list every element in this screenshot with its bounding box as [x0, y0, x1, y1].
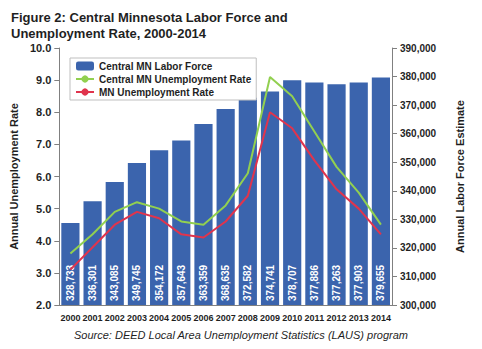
svg-text:Unemployment Rate, 2000-2014: Unemployment Rate, 2000-2014 — [11, 26, 207, 41]
svg-text:2012: 2012 — [327, 313, 347, 323]
svg-text:377,886: 377,886 — [309, 264, 320, 301]
svg-text:378,707: 378,707 — [287, 264, 298, 301]
svg-text:Annual Unemployment Rate: Annual Unemployment Rate — [8, 103, 20, 250]
svg-text:5.0: 5.0 — [36, 203, 51, 215]
svg-text:2000: 2000 — [60, 313, 80, 323]
svg-text:349,745: 349,745 — [131, 264, 142, 301]
svg-text:350,000: 350,000 — [400, 157, 437, 168]
svg-text:357,643: 357,643 — [176, 264, 187, 301]
svg-text:8.0: 8.0 — [36, 106, 51, 118]
svg-text:377,903: 377,903 — [353, 264, 364, 301]
svg-text:MN Unemployment Rate: MN Unemployment Rate — [99, 87, 214, 98]
svg-text:328,733: 328,733 — [65, 264, 76, 301]
svg-text:2013: 2013 — [349, 313, 369, 323]
svg-text:336,301: 336,301 — [87, 264, 98, 301]
svg-text:2010: 2010 — [282, 313, 302, 323]
svg-text:Annual Labor Force Estimate: Annual Labor Force Estimate — [454, 100, 466, 253]
svg-text:340,000: 340,000 — [400, 185, 437, 196]
svg-text:Source: DEED Local Area Unempl: Source: DEED Local Area Unemployment Sta… — [74, 329, 408, 341]
svg-text:2007: 2007 — [216, 313, 236, 323]
svg-text:310,000: 310,000 — [400, 271, 437, 282]
svg-text:9.0: 9.0 — [36, 74, 51, 86]
svg-text:6.0: 6.0 — [36, 171, 51, 183]
svg-text:2008: 2008 — [238, 313, 258, 323]
svg-text:Central MN Labor Force: Central MN Labor Force — [99, 61, 213, 72]
svg-text:Central MN Unemployment Rate: Central MN Unemployment Rate — [99, 74, 252, 85]
svg-text:380,000: 380,000 — [400, 71, 437, 82]
svg-text:3.0: 3.0 — [36, 267, 51, 279]
svg-text:320,000: 320,000 — [400, 242, 437, 253]
svg-text:330,000: 330,000 — [400, 214, 437, 225]
svg-text:Figure 2: Central Minnesota La: Figure 2: Central Minnesota Labor Force … — [11, 10, 291, 25]
svg-text:343,085: 343,085 — [109, 264, 120, 301]
svg-text:2009: 2009 — [260, 313, 280, 323]
svg-text:2002: 2002 — [105, 313, 125, 323]
svg-text:390,000: 390,000 — [400, 43, 437, 54]
svg-text:2001: 2001 — [83, 313, 103, 323]
svg-text:10.0: 10.0 — [30, 42, 51, 54]
svg-text:2005: 2005 — [171, 313, 191, 323]
svg-text:363,359: 363,359 — [198, 264, 209, 301]
svg-text:7.0: 7.0 — [36, 138, 51, 150]
svg-text:360,000: 360,000 — [400, 128, 437, 139]
svg-text:354,172: 354,172 — [154, 264, 165, 301]
svg-text:370,000: 370,000 — [400, 100, 437, 111]
svg-text:4.0: 4.0 — [36, 235, 51, 247]
svg-text:368,635: 368,635 — [220, 264, 231, 301]
svg-text:372,582: 372,582 — [242, 264, 253, 301]
svg-text:377,263: 377,263 — [331, 264, 342, 301]
svg-text:2004: 2004 — [149, 313, 169, 323]
svg-text:300,000: 300,000 — [400, 300, 437, 311]
svg-text:2003: 2003 — [127, 313, 147, 323]
svg-text:2.0: 2.0 — [36, 299, 51, 311]
svg-text:2006: 2006 — [193, 313, 213, 323]
svg-text:379,655: 379,655 — [375, 264, 386, 301]
svg-text:2011: 2011 — [305, 313, 325, 323]
svg-text:374,741: 374,741 — [265, 264, 276, 301]
svg-text:2014: 2014 — [371, 313, 391, 323]
